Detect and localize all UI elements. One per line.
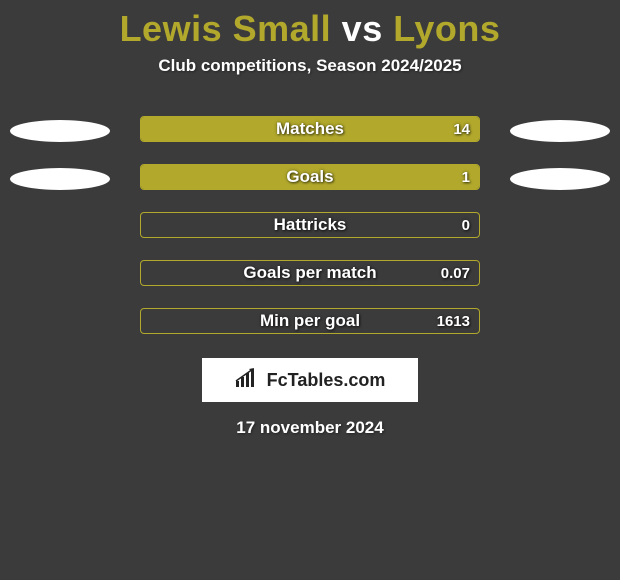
ellipse-right — [510, 168, 610, 190]
ellipse-left — [10, 120, 110, 142]
stat-row: Goals1 — [0, 164, 620, 192]
stat-row: Matches14 — [0, 116, 620, 144]
bar-label: Goals per match — [141, 261, 479, 285]
bar-label: Hattricks — [141, 213, 479, 237]
ellipse-left — [10, 168, 110, 190]
title-right: Lyons — [393, 8, 500, 49]
title-left: Lewis Small — [120, 8, 332, 49]
bar-label: Min per goal — [141, 309, 479, 333]
stat-row: Goals per match0.07 — [0, 260, 620, 288]
bar-fill — [141, 117, 479, 141]
logo-suffix: .com — [343, 370, 385, 390]
date-text: 17 november 2024 — [0, 418, 620, 438]
ellipse-right — [510, 120, 610, 142]
stat-row: Hattricks0 — [0, 212, 620, 240]
bar-value: 0.07 — [441, 261, 470, 285]
logo-prefix: Fc — [267, 370, 288, 390]
bars-icon — [235, 367, 261, 394]
bar-track: Goals per match0.07 — [140, 260, 480, 286]
logo-main: Tables — [288, 370, 344, 390]
subtitle: Club competitions, Season 2024/2025 — [0, 56, 620, 76]
stat-rows: Matches14 Goals1 Hattricks0 Goals per match… — [0, 116, 620, 336]
bar-fill — [141, 165, 479, 189]
bar-value: 0 — [462, 213, 470, 237]
page-title: Lewis Small vs Lyons — [0, 0, 620, 50]
bar-track: Hattricks0 — [140, 212, 480, 238]
title-separator: vs — [342, 8, 383, 49]
logo-box: FcTables.com — [202, 358, 418, 402]
stat-row: Min per goal1613 — [0, 308, 620, 336]
bar-track: Goals1 — [140, 164, 480, 190]
bar-track: Matches14 — [140, 116, 480, 142]
bar-track: Min per goal1613 — [140, 308, 480, 334]
bar-value: 1613 — [437, 309, 470, 333]
logo-text: FcTables.com — [267, 370, 386, 391]
